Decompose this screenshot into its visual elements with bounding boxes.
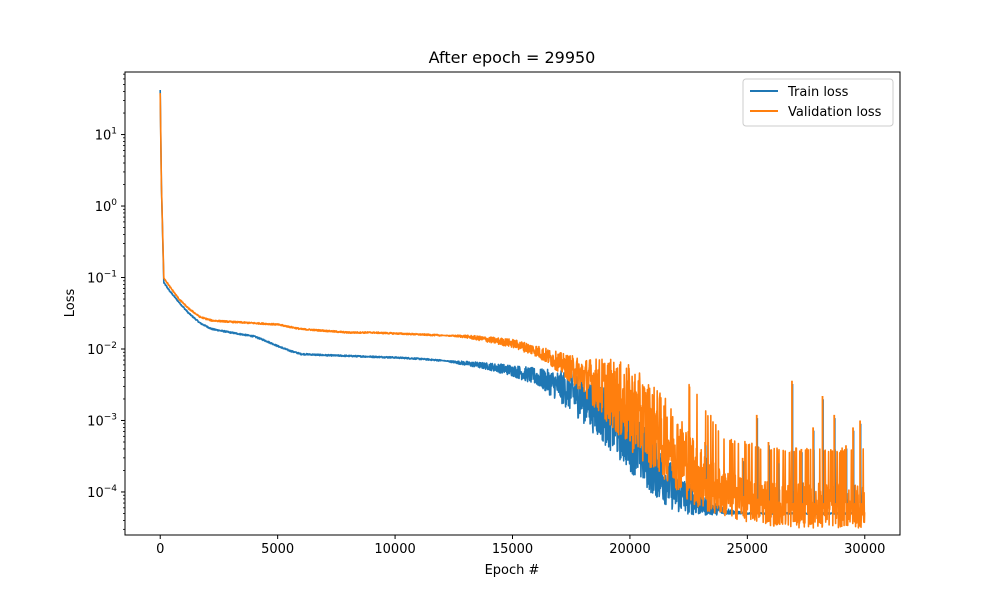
y-tick-label: 10−2	[87, 341, 117, 358]
x-tick-label: 10000	[374, 542, 415, 557]
legend: Train loss Validation loss	[742, 78, 894, 127]
legend-box	[742, 78, 894, 127]
x-tick-label: 5000	[261, 542, 294, 557]
x-axis-title: Epoch #	[485, 563, 540, 578]
y-tick-label: 10−4	[87, 484, 117, 501]
series-layer	[159, 89, 866, 529]
y-tick-label: 10−1	[87, 270, 117, 287]
x-tick-label: 30000	[844, 542, 885, 557]
legend-label-train: Train loss	[787, 85, 849, 100]
x-tick-label: 25000	[727, 542, 768, 557]
y-tick-label: 100	[95, 198, 118, 215]
x-tick-label: 0	[156, 542, 164, 557]
x-tick-label: 20000	[609, 542, 650, 557]
chart-title: After epoch = 29950	[429, 48, 596, 67]
x-axis: 0 5000 10000 15000 20000 25000 30000	[156, 535, 885, 557]
legend-label-validation: Validation loss	[788, 105, 882, 120]
x-tick-label: 15000	[492, 542, 533, 557]
y-tick-label: 10−3	[87, 412, 117, 429]
y-tick-label: 101	[95, 127, 117, 144]
series-line-validation	[159, 93, 866, 529]
y-axis: 10−4 10−3 10−2 10−1 100 101	[87, 73, 125, 530]
series-line-train	[159, 89, 866, 516]
y-axis-title: Loss	[63, 289, 78, 318]
